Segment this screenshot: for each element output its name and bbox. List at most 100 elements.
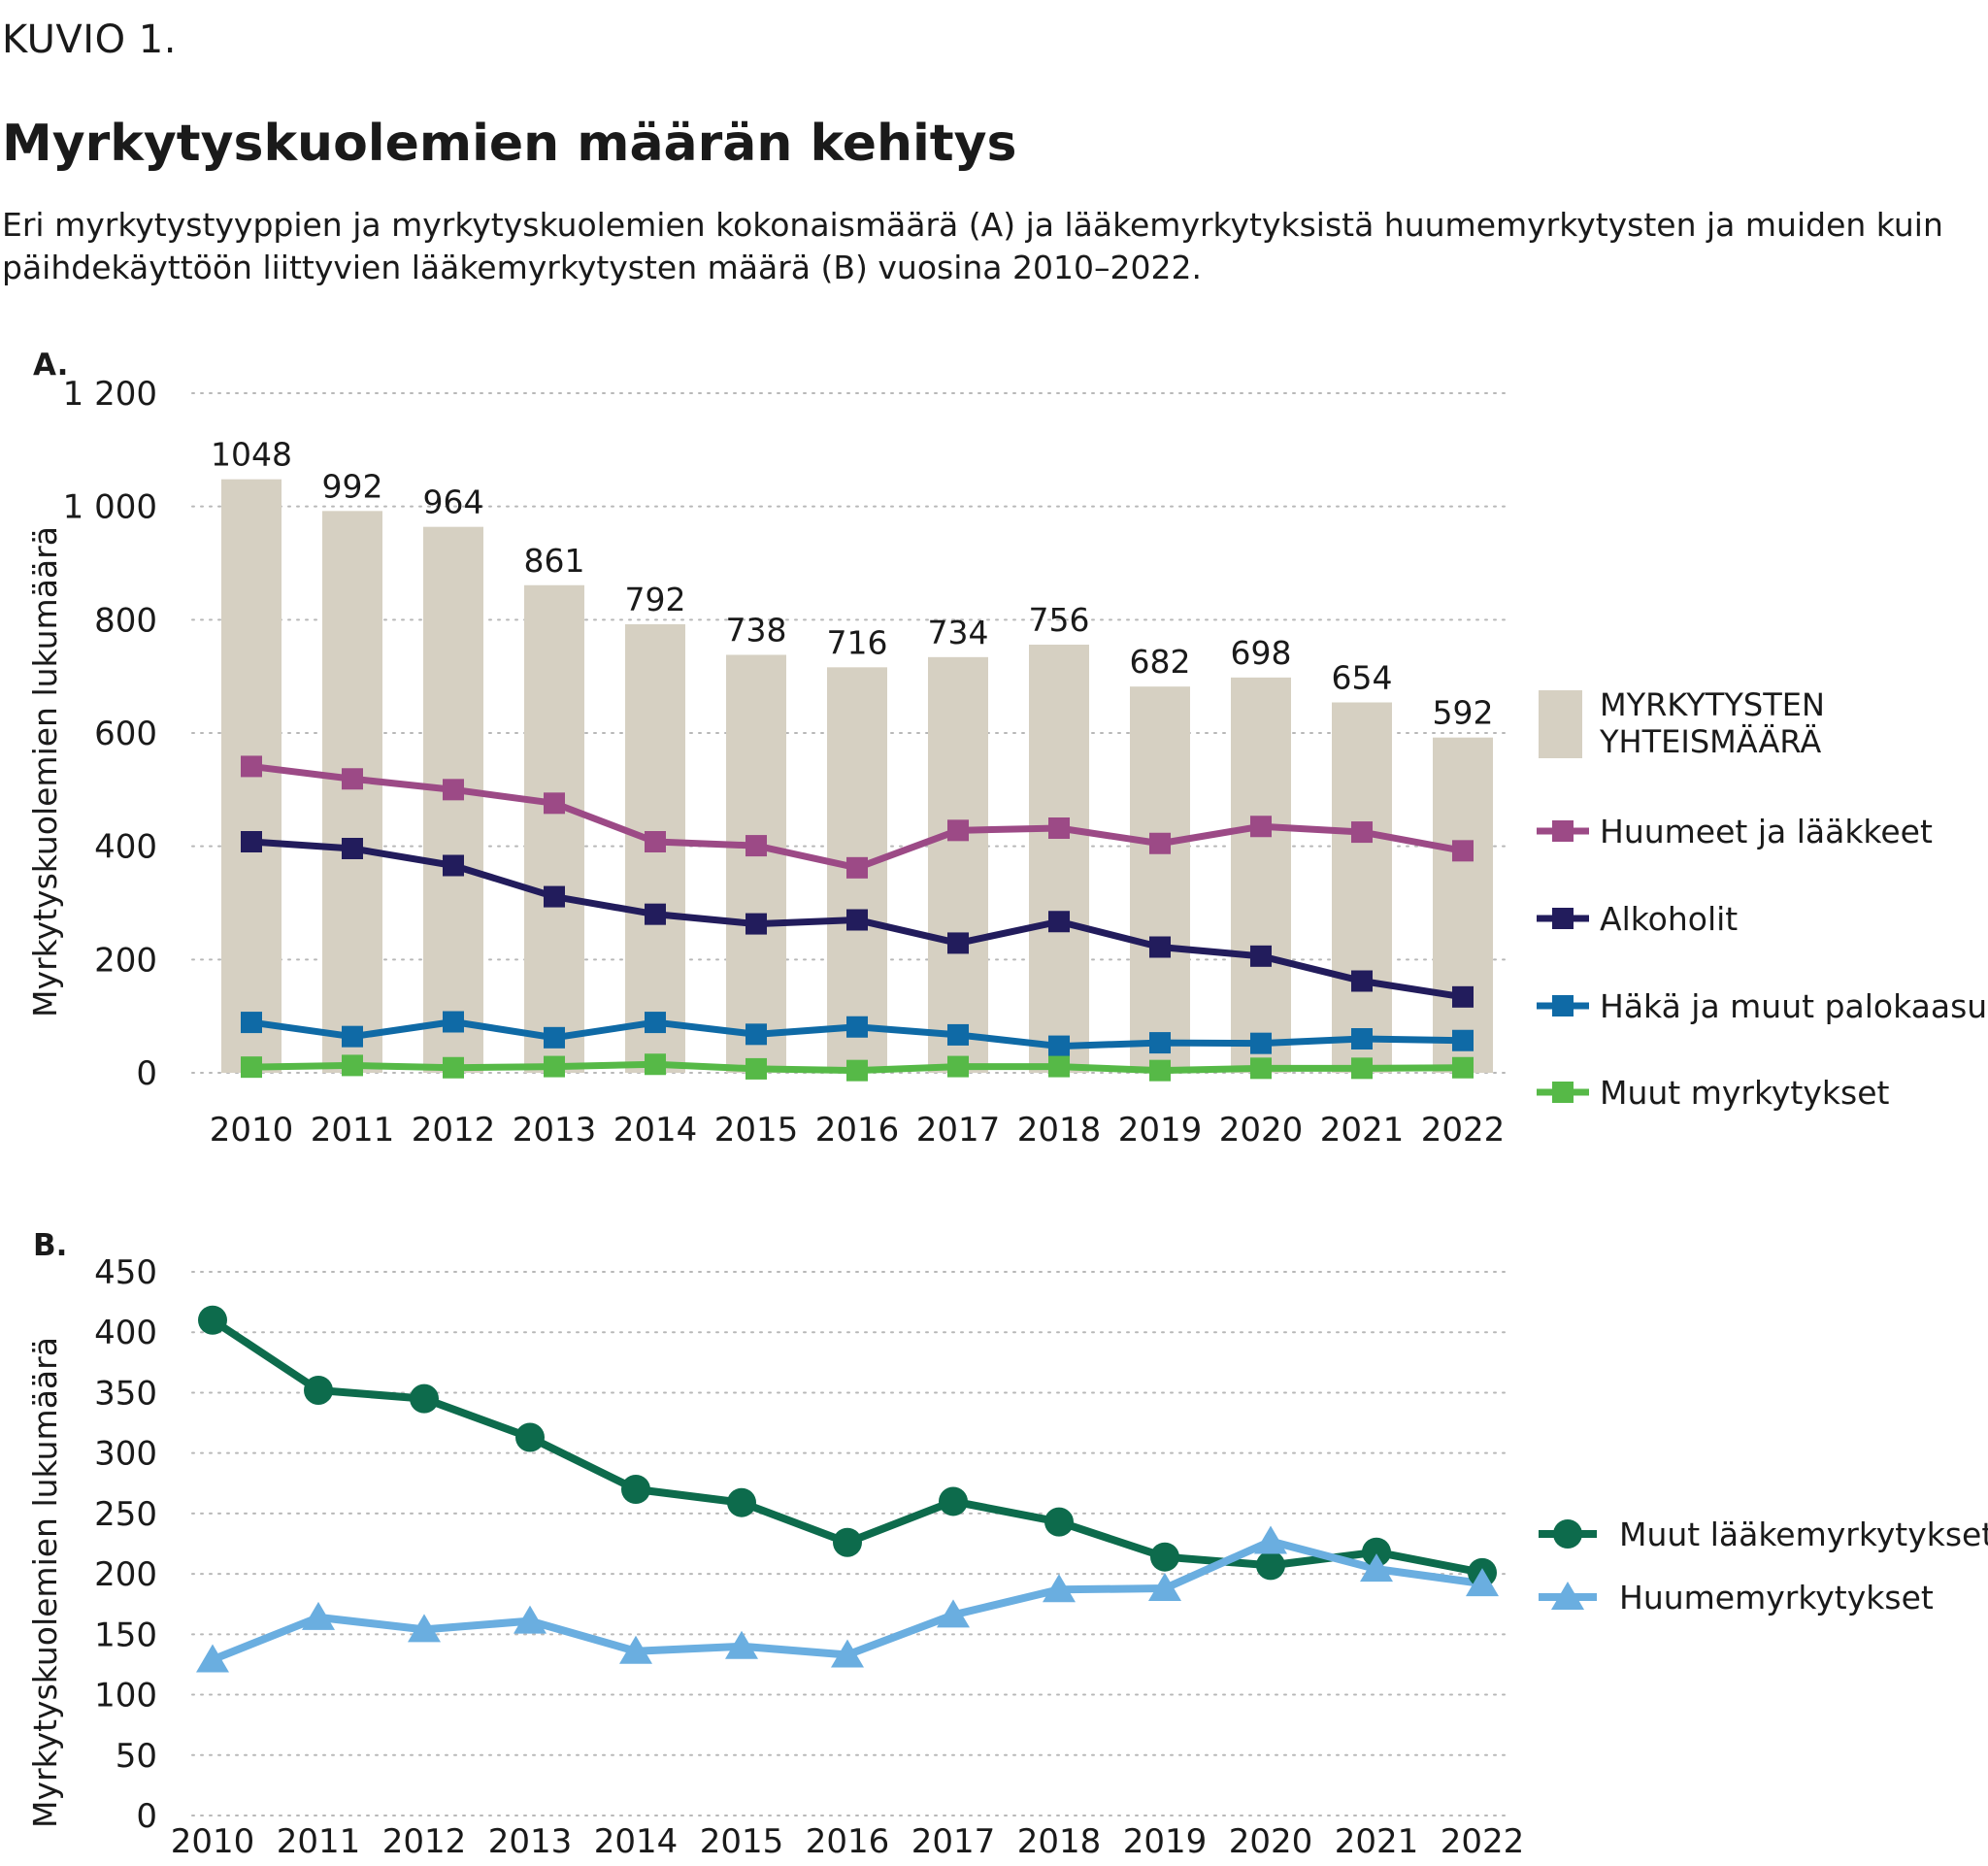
x-tick-label-a: 2011 [311,1111,395,1150]
x-tick-label-b: 2022 [1441,1822,1525,1861]
legend-label-b: Huumemyrkytykset [1619,1579,1934,1616]
legend-label-bar: MYRKYTYSTEN [1600,686,1825,723]
y-axis-label-b: Myrkytyskuolemien lukumäärä [26,1337,64,1828]
data-point-b [1466,1568,1499,1597]
data-point-a [443,779,464,801]
data-point-a [645,1012,666,1034]
bar-total [928,656,988,1073]
y-tick-label-b: 200 [94,1555,157,1594]
data-point-b [619,1635,652,1664]
data-point-b [304,1375,333,1405]
bar-value-label: 734 [928,614,989,651]
data-point-b [1150,1542,1179,1572]
data-point-a [1351,1028,1373,1050]
legend-label-a: Alkoholit [1600,900,1738,938]
data-point-a [846,1059,868,1082]
data-point-a [241,1056,262,1079]
data-point-b [515,1422,545,1452]
data-point-a [1048,1055,1070,1078]
legend-label-b: Muut lääkemyrkytykset [1619,1516,1988,1553]
legend-marker-a [1552,1082,1574,1103]
data-point-b [408,1614,441,1643]
data-point-a [1351,821,1373,844]
x-tick-label-a: 2016 [815,1111,900,1150]
x-tick-label-b: 2016 [806,1822,890,1861]
data-point-a [241,1012,262,1034]
x-tick-label-b: 2011 [277,1822,361,1861]
bar-value-label: 716 [827,623,888,661]
data-point-a [746,1057,767,1080]
data-point-a [241,755,262,778]
x-tick-label-a: 2020 [1219,1111,1304,1150]
data-point-b [1362,1537,1391,1567]
x-tick-label-b: 2018 [1017,1822,1102,1861]
y-tick-label-b: 100 [94,1677,157,1716]
data-point-b [410,1383,439,1414]
data-point-a [342,1054,363,1077]
y-tick-label-b: 300 [94,1435,157,1474]
data-point-b [302,1601,335,1630]
data-point-b [198,1305,227,1335]
data-point-b [1360,1553,1393,1583]
data-point-a [846,1016,868,1038]
data-point-a [544,1026,565,1049]
data-point-b [937,1599,970,1628]
x-tick-label-a: 2012 [412,1111,496,1150]
legend-label-a: Huumeet ja lääkkeet [1600,813,1933,850]
bar-value-label: 756 [1029,601,1090,639]
data-point-a [947,819,969,842]
figure-title: Myrkytyskuolemien määrän kehitys [2,115,1017,173]
y-tick-label-b: 0 [136,1797,157,1836]
bar-value-label: 792 [625,581,686,618]
data-point-b [939,1486,968,1516]
panel-a-label: A. [33,348,68,383]
x-tick-label-a: 2013 [513,1111,597,1150]
y-tick-label-a: 400 [94,828,157,867]
legend-marker-a [1552,995,1574,1016]
data-point-a [846,856,868,879]
bar-total [322,511,382,1073]
data-point-b [833,1527,862,1557]
data-point-a [1149,832,1171,854]
y-tick-label-b: 50 [116,1737,157,1776]
bar-total [1130,686,1190,1073]
bar-total [1332,702,1392,1073]
bar-value-label: 682 [1130,643,1191,681]
data-point-a [1250,945,1272,967]
data-point-b [621,1475,650,1504]
x-tick-label-b: 2013 [488,1822,573,1861]
y-tick-label-a: 600 [94,715,157,753]
data-point-b [1256,1550,1285,1581]
x-tick-label-a: 2010 [210,1111,294,1150]
data-point-b [1044,1507,1074,1537]
x-tick-label-b: 2019 [1123,1822,1208,1861]
y-tick-label-a: 1 200 [63,375,157,414]
x-tick-label-b: 2014 [594,1822,679,1861]
legend-marker-b [1553,1519,1582,1549]
y-tick-label-a: 200 [94,941,157,980]
y-tick-label-a: 800 [94,601,157,640]
data-point-a [1452,1056,1474,1079]
bar-total [1433,737,1493,1073]
panel-b-label: B. [33,1228,67,1263]
data-point-a [342,838,363,859]
x-tick-label-a: 2017 [916,1111,1001,1150]
data-point-b [725,1630,758,1659]
x-tick-label-a: 2021 [1320,1111,1405,1150]
bar-value-label: 992 [322,467,383,505]
bar-value-label: 592 [1433,694,1494,732]
data-point-a [544,1055,565,1078]
data-point-b [196,1644,229,1673]
bar-total [726,654,786,1073]
data-point-a [746,835,767,857]
figure-label: KUVIO 1. [2,17,177,62]
data-point-a [1452,985,1474,1008]
y-tick-label-b: 400 [94,1314,157,1352]
data-point-a [241,831,262,852]
legend-label-bar: YHTEISMÄÄRÄ [1599,723,1821,760]
data-point-a [1250,1057,1272,1080]
x-tick-label-a: 2022 [1421,1111,1506,1150]
x-tick-label-a: 2014 [613,1111,698,1150]
data-point-a [544,792,565,815]
